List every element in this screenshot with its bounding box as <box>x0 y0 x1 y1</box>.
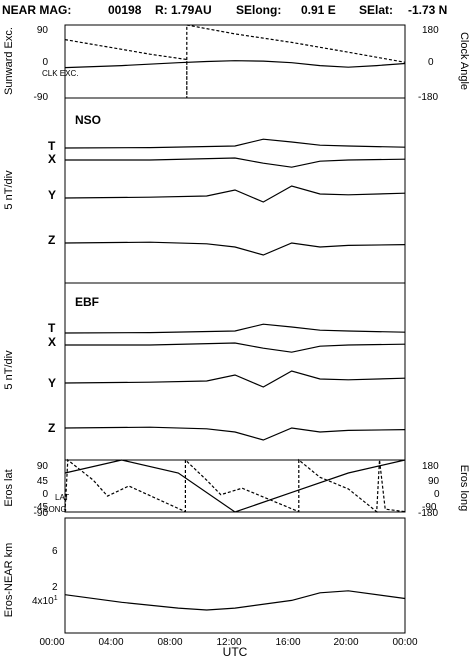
ylabel-eros-near: Eros-NEAR km <box>3 543 15 618</box>
ylabel-sunward: Sunward Exc. <box>3 27 15 95</box>
series-line <box>64 370 406 388</box>
x-tick-label: 00:00 <box>392 637 417 648</box>
series-line <box>65 342 406 353</box>
panel-range: Eros-NEAR km 6 2 4x101 <box>3 517 406 634</box>
panel-ebf: EBF 5 nT/div T X Y Z <box>3 282 406 461</box>
ytick-left-minus45: -45 <box>34 502 49 513</box>
header-day: 00198 <box>108 3 142 17</box>
ytick-left-45: 45 <box>37 476 49 487</box>
panel-frame <box>64 459 406 513</box>
header: NEAR MAG: 00198 R: 1.79AU SElong: 0.91 E… <box>2 3 447 17</box>
panel-eros: Eros lat Eros long 90 45 0 -45 -90 180 9… <box>3 458 470 519</box>
series-line <box>64 426 406 441</box>
panel-nso: NSO 5 nT/div T X Y Z <box>3 97 406 284</box>
label-x: X <box>48 152 56 166</box>
label-x: X <box>48 335 56 349</box>
ytick-right-0: 0 <box>428 57 434 68</box>
x-tick-label: 08:00 <box>157 637 182 648</box>
series-line <box>64 24 406 98</box>
annotation-clk-exc: CLK EXC. <box>42 69 78 78</box>
ytick-2: 2 <box>52 582 58 593</box>
x-axis: 00:00 04:00 08:00 12:00 16:00 20:00 00:0… <box>39 637 417 656</box>
ytick-right-90: 90 <box>428 476 440 487</box>
ytick-right-180: 180 <box>422 461 439 472</box>
header-selong: SElong: <box>236 3 281 17</box>
ytick-6: 6 <box>52 546 58 557</box>
ylabel-nso: 5 nT/div <box>3 170 15 210</box>
label-t: T <box>48 321 56 335</box>
panel-title-ebf: EBF <box>75 295 99 309</box>
x-axis-label: UTC <box>223 645 248 656</box>
series-line <box>64 241 406 256</box>
series-line <box>64 459 406 513</box>
series-line <box>64 590 406 611</box>
series-line <box>64 323 406 334</box>
header-selong-val: 0.91 E <box>301 3 336 17</box>
ytick-4x10: 4x101 <box>32 595 58 607</box>
x-tick-label: 20:00 <box>333 637 358 648</box>
label-t: T <box>48 139 56 153</box>
series-line <box>65 157 406 168</box>
label-lat: LAT <box>55 493 69 502</box>
ylabel-eros-long: Eros long <box>458 465 470 511</box>
ytick-left-0: 0 <box>42 57 48 68</box>
panel-frame <box>64 282 406 461</box>
series-line <box>64 138 406 149</box>
ylabel-eros-lat: Eros lat <box>3 469 15 506</box>
ytick-right-minus180: -180 <box>418 508 438 519</box>
header-selat: SElat: <box>359 3 393 17</box>
ylabel-clock: Clock Angle <box>458 32 470 90</box>
panel-sunward-clock: Sunward Exc. Clock Angle 90 0 -90 180 0 … <box>3 24 470 103</box>
ytick-right-minus180: -180 <box>418 92 438 103</box>
label-y: Y <box>48 188 56 202</box>
label-z: Z <box>48 421 55 435</box>
series-line <box>64 60 406 69</box>
ytick-right-180: 180 <box>422 25 439 36</box>
x-tick-label: 00:00 <box>39 637 64 648</box>
label-z: Z <box>48 233 55 247</box>
ytick-left-90: 90 <box>37 25 49 36</box>
panel-title-nso: NSO <box>75 113 101 127</box>
x-tick-label: 12:00 <box>216 637 241 648</box>
x-tick-label: 04:00 <box>98 637 123 648</box>
panel-frame <box>64 517 406 634</box>
ytick-left-minus90: -90 <box>34 92 49 103</box>
header-r: R: 1.79AU <box>155 3 212 17</box>
header-mission: NEAR MAG: <box>2 3 71 17</box>
ytick-left-minus90: -90 <box>34 508 49 519</box>
series-line <box>64 185 406 203</box>
ytick-left-0: 0 <box>42 489 48 500</box>
ylabel-ebf: 5 nT/div <box>3 350 15 390</box>
x-tick-label: 16:00 <box>275 637 300 648</box>
ytick-right-0: 0 <box>434 489 440 500</box>
ytick-left-90: 90 <box>37 461 49 472</box>
label-long: LONG <box>44 505 67 514</box>
ytick-right-minus90: -90 <box>422 502 437 513</box>
series-line <box>64 458 406 513</box>
label-y: Y <box>48 376 56 390</box>
panel-frame <box>64 24 406 99</box>
header-selat-val: -1.73 N <box>408 3 447 17</box>
